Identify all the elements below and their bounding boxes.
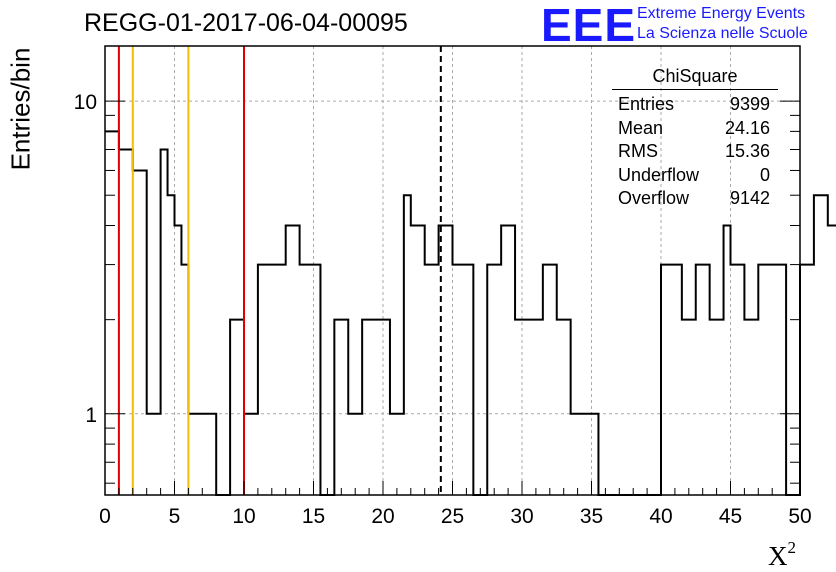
- eee-logo: EEE: [541, 0, 637, 51]
- x-tick-label: 25: [441, 505, 464, 528]
- x-tick-label: 40: [649, 505, 672, 528]
- stats-title: ChiSquare: [612, 66, 778, 90]
- x-tick-label: 15: [302, 505, 325, 528]
- stats-row-underflow: Underflow 0: [618, 164, 770, 185]
- x-tick-label: 50: [788, 505, 811, 528]
- x-axis-label: X2: [768, 538, 796, 571]
- x-tick-label: 30: [510, 505, 533, 528]
- stats-box: ChiSquare Entries 9399 Mean 24.16 RMS 15.36…: [612, 66, 778, 211]
- x-tick-label: 35: [580, 505, 603, 528]
- y-axis-label: Entries/bin: [5, 47, 36, 171]
- logo-line-2: La Scienza nelle Scuole: [637, 25, 808, 42]
- y-axis-label-box: Entries/bin: [6, 34, 36, 184]
- chart-title: REGG-01-2017-06-04-00095: [84, 9, 408, 37]
- logo-line-1: Extreme Energy Events: [637, 5, 806, 22]
- x-tick-label: 10: [232, 505, 255, 528]
- stats-row-rms: RMS 15.36: [618, 141, 770, 161]
- stats-row-entries: Entries 9399: [618, 94, 770, 114]
- x-tick-label: 45: [719, 505, 742, 528]
- y-tick-label: 1: [85, 404, 97, 427]
- x-tick-label: 20: [371, 505, 394, 528]
- stats-row-overflow: Overflow 9142: [618, 188, 770, 208]
- y-tick-label: 10: [74, 91, 97, 114]
- stats-row-mean: Mean 24.16: [618, 117, 770, 138]
- x-tick-label: 0: [99, 505, 111, 528]
- x-tick-label: 5: [169, 505, 181, 528]
